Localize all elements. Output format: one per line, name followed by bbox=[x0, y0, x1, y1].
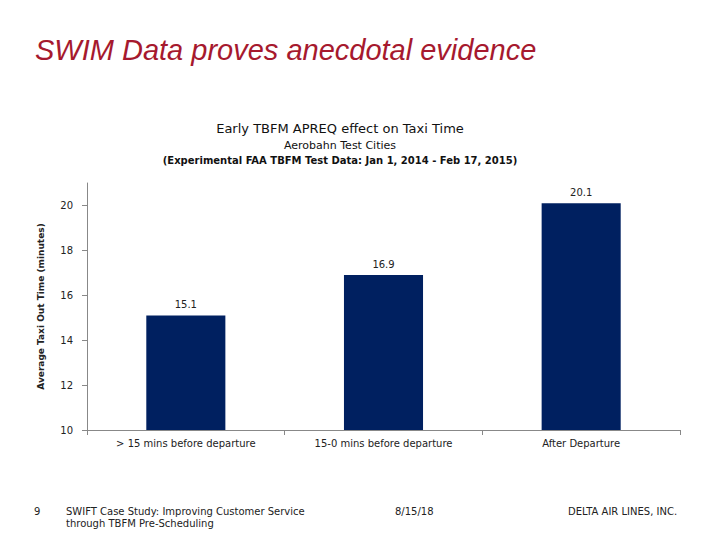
svg-text:10: 10 bbox=[60, 425, 73, 436]
svg-text:16: 16 bbox=[60, 290, 73, 301]
svg-text:14: 14 bbox=[60, 335, 73, 346]
html-text:9: 9 bbox=[34, 506, 41, 517]
svg-text:18: 18 bbox=[60, 245, 73, 256]
svg-text:16.9: 16.9 bbox=[372, 259, 394, 270]
svg-text:> 15 mins before departure: > 15 mins before departure bbox=[116, 438, 255, 449]
svg-text:(Experimental FAA TBFM Test Da: (Experimental FAA TBFM Test Data: Jan 1,… bbox=[163, 155, 518, 166]
svg-text:12: 12 bbox=[60, 380, 73, 391]
html-text:DELTA AIR LINES, INC.: DELTA AIR LINES, INC. bbox=[568, 506, 678, 517]
html-text:SWIFT Case Study: Improving Cu: SWIFT Case Study: Improving Customer Ser… bbox=[66, 506, 305, 529]
html-text:SWIM Data proves anecdotal evi: SWIM Data proves anecdotal evidence bbox=[35, 34, 537, 66]
svg-text:After Departure: After Departure bbox=[542, 438, 620, 449]
html-text:8/15/18: 8/15/18 bbox=[395, 506, 434, 517]
svg-text:15.1: 15.1 bbox=[175, 299, 197, 310]
svg-text:Aerobahn Test Cities: Aerobahn Test Cities bbox=[284, 139, 396, 152]
svg-text:20: 20 bbox=[60, 200, 73, 211]
svg-text:Average Taxi Out Time (minutes: Average Taxi Out Time (minutes) bbox=[36, 223, 46, 389]
svg-text:20.1: 20.1 bbox=[570, 187, 592, 198]
svg-text:15-0 mins before departure: 15-0 mins before departure bbox=[315, 438, 453, 449]
svg-text:Early TBFM APREQ effect on Tax: Early TBFM APREQ effect on Taxi Time bbox=[216, 121, 464, 136]
